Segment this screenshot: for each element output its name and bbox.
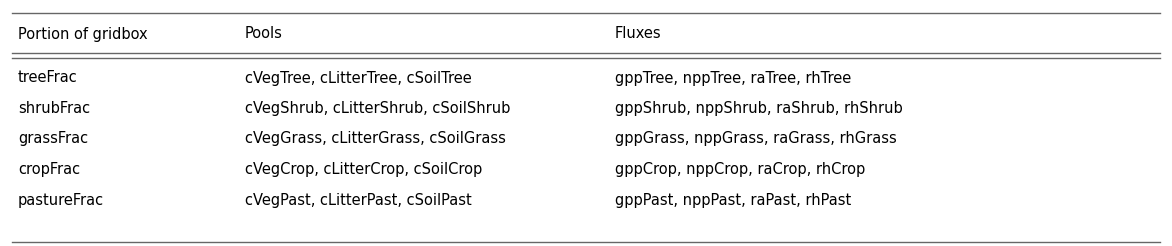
Text: cVegShrub, cLitterShrub, cSoilShrub: cVegShrub, cLitterShrub, cSoilShrub xyxy=(245,101,510,116)
Text: Fluxes: Fluxes xyxy=(615,27,662,42)
Text: cVegPast, cLitterPast, cSoilPast: cVegPast, cLitterPast, cSoilPast xyxy=(245,193,472,207)
Text: gppTree, nppTree, raTree, rhTree: gppTree, nppTree, raTree, rhTree xyxy=(615,71,851,86)
Text: gppShrub, nppShrub, raShrub, rhShrub: gppShrub, nppShrub, raShrub, rhShrub xyxy=(615,101,902,116)
Text: cVegTree, cLitterTree, cSoilTree: cVegTree, cLitterTree, cSoilTree xyxy=(245,71,472,86)
Text: cVegGrass, cLitterGrass, cSoilGrass: cVegGrass, cLitterGrass, cSoilGrass xyxy=(245,132,506,147)
Text: cVegCrop, cLitterCrop, cSoilCrop: cVegCrop, cLitterCrop, cSoilCrop xyxy=(245,162,482,177)
Text: Portion of gridbox: Portion of gridbox xyxy=(18,27,148,42)
Text: treeFrac: treeFrac xyxy=(18,71,77,86)
Text: Pools: Pools xyxy=(245,27,282,42)
Text: cropFrac: cropFrac xyxy=(18,162,80,177)
Text: gppCrop, nppCrop, raCrop, rhCrop: gppCrop, nppCrop, raCrop, rhCrop xyxy=(615,162,865,177)
Text: pastureFrac: pastureFrac xyxy=(18,193,104,207)
Text: gppGrass, nppGrass, raGrass, rhGrass: gppGrass, nppGrass, raGrass, rhGrass xyxy=(615,132,897,147)
Text: grassFrac: grassFrac xyxy=(18,132,88,147)
Text: gppPast, nppPast, raPast, rhPast: gppPast, nppPast, raPast, rhPast xyxy=(615,193,851,207)
Text: shrubFrac: shrubFrac xyxy=(18,101,90,116)
